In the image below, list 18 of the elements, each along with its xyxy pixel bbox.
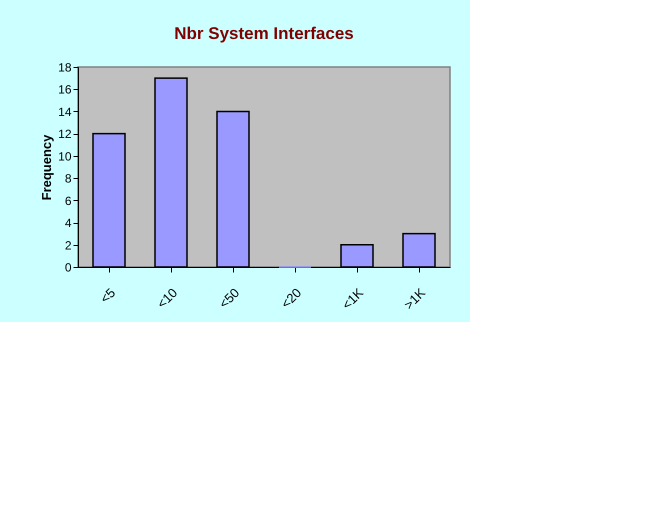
x-tick-label: >1K [400,284,428,312]
y-axis-title: Frequency [39,134,54,200]
y-tick-label: 6 [64,194,72,208]
y-tick-label: 8 [64,172,72,186]
x-tick-label: <1K [338,284,366,312]
x-tick-label: <10 [154,285,180,312]
y-tick-label: 12 [58,127,72,142]
x-tick-label: <20 [278,285,304,312]
y-tick-label: 0 [64,260,72,274]
y-tick-label: 18 [58,60,72,74]
x-tick-label: <5 [97,285,118,306]
y-tick-label: 14 [58,104,72,119]
chart-title: Nbr System Interfaces [174,24,354,43]
y-tick-label: 4 [64,216,72,230]
y-tick-label: 10 [58,149,72,164]
y-tick-label: 2 [64,238,72,252]
x-tick-label: <50 [216,285,242,312]
y-tick-label: 16 [58,82,72,97]
